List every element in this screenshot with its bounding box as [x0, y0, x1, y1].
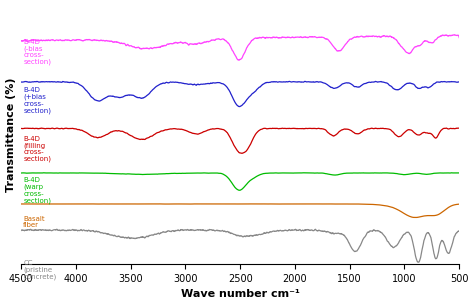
Text: B-4D
(filling
cross-
section): B-4D (filling cross- section) [23, 136, 51, 162]
Text: Basalt
fiber: Basalt fiber [23, 216, 45, 228]
Text: B-4D
(warp
cross-
section): B-4D (warp cross- section) [23, 178, 51, 204]
Text: B-4D
(+bias
cross-
section): B-4D (+bias cross- section) [23, 87, 51, 114]
Y-axis label: Transmittance (%): Transmittance (%) [6, 77, 16, 192]
Text: CC
(pristine
concrete): CC (pristine concrete) [23, 260, 56, 280]
X-axis label: Wave number cm⁻¹: Wave number cm⁻¹ [181, 289, 300, 300]
Text: B-4D
(-bias
cross-
section): B-4D (-bias cross- section) [23, 39, 51, 65]
